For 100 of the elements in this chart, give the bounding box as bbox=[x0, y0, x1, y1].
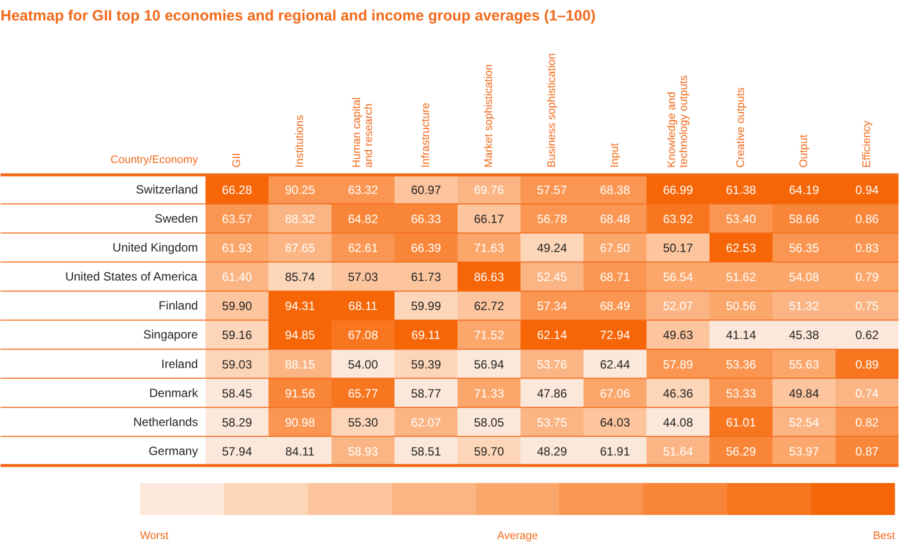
data-label: 69.11 bbox=[411, 328, 441, 342]
y-tick-label: Sweden bbox=[154, 211, 198, 226]
data-label: 59.39 bbox=[410, 357, 442, 372]
data-label: 71.63 bbox=[474, 240, 504, 255]
data-label: 56.29 bbox=[726, 444, 756, 458]
data-label: 66.33 bbox=[410, 212, 442, 226]
data-label: 68.49 bbox=[600, 299, 630, 314]
data-label: 53.33 bbox=[726, 386, 756, 400]
text: Average bbox=[496, 529, 539, 544]
data-label: 58.93 bbox=[348, 444, 378, 458]
data-label: 49.84 bbox=[788, 386, 820, 400]
data-label: 0.87 bbox=[855, 444, 880, 458]
data-label: 51.32 bbox=[788, 299, 820, 314]
data-label: 68.38 bbox=[600, 182, 630, 197]
data-label: 59.70 bbox=[474, 444, 504, 458]
data-label: 59.03 bbox=[222, 357, 252, 372]
data-label: 61.01 bbox=[726, 415, 756, 430]
data-label: 0.79 bbox=[855, 270, 880, 284]
data-label: 67.08 bbox=[348, 328, 378, 342]
data-label: 0.83 bbox=[855, 240, 880, 255]
data-label: 90.25 bbox=[284, 182, 316, 197]
data-label: 57.03 bbox=[348, 270, 378, 284]
data-label: 72.94 bbox=[600, 328, 630, 342]
data-label: 49.24 bbox=[536, 240, 568, 255]
data-label: 58.77 bbox=[410, 386, 442, 400]
data-label: 62.61 bbox=[348, 240, 378, 255]
data-label: 60.97 bbox=[410, 182, 442, 197]
x-tick-label: Business sophistication bbox=[546, 53, 558, 168]
data-label: 55.63 bbox=[788, 357, 820, 372]
data-label: 55.30 bbox=[348, 415, 378, 430]
data-label: 62.07 bbox=[410, 415, 442, 430]
data-label: 64.03 bbox=[600, 415, 630, 430]
data-label: 65.77 bbox=[348, 386, 378, 400]
x-tick-label: Knowledge and technology outputs bbox=[666, 74, 690, 168]
data-label: 64.82 bbox=[348, 212, 378, 226]
data-label: 0.89 bbox=[855, 357, 880, 372]
data-label: 50.17 bbox=[662, 240, 694, 255]
data-label: 56.78 bbox=[536, 212, 568, 226]
data-label: 88.32 bbox=[284, 212, 316, 226]
data-label: 57.34 bbox=[536, 299, 568, 314]
data-label: 66.28 bbox=[222, 182, 252, 197]
data-label: 53.75 bbox=[536, 415, 568, 430]
x-tick-label: Efficiency bbox=[861, 120, 873, 168]
data-label: 58.51 bbox=[410, 444, 442, 458]
data-label: 59.99 bbox=[410, 299, 442, 314]
data-label: 0.62 bbox=[855, 328, 880, 342]
data-label: 50.56 bbox=[726, 299, 756, 314]
data-label: 61.91 bbox=[600, 444, 630, 458]
data-label: 58.45 bbox=[222, 386, 252, 400]
y-axis-title: Country/Economy bbox=[110, 154, 198, 166]
data-label: 46.36 bbox=[662, 386, 694, 400]
y-tick-label: Singapore bbox=[143, 328, 198, 342]
data-label: 66.99 bbox=[662, 182, 694, 197]
data-label: 69.76 bbox=[474, 182, 504, 197]
data-label: 45.38 bbox=[788, 328, 820, 342]
data-label: 71.33 bbox=[474, 386, 504, 400]
data-label: 68.48 bbox=[600, 212, 630, 226]
x-tick-label: Input bbox=[609, 143, 621, 168]
y-tick-label: Denmark bbox=[149, 386, 199, 400]
data-label: 54.08 bbox=[788, 270, 820, 284]
y-tick-label: Finland bbox=[158, 298, 198, 313]
data-label: 62.53 bbox=[726, 240, 756, 255]
data-label: 51.62 bbox=[726, 270, 756, 284]
data-label: 64.19 bbox=[788, 182, 820, 197]
data-label: 84.11 bbox=[285, 444, 315, 458]
data-label: 67.50 bbox=[600, 240, 630, 255]
data-label: 63.92 bbox=[662, 212, 694, 226]
data-label: 66.17 bbox=[474, 212, 504, 226]
data-label: 0.75 bbox=[855, 299, 880, 314]
data-label: 0.82 bbox=[855, 415, 880, 430]
data-label: 58.29 bbox=[222, 415, 252, 430]
data-label: 53.36 bbox=[726, 357, 756, 372]
data-label: 86.63 bbox=[474, 270, 504, 284]
y-tick-label: Switzerland bbox=[136, 182, 198, 196]
y-tick-label: Netherlands bbox=[133, 414, 198, 429]
x-tick-label: Creative outputs bbox=[735, 86, 747, 168]
data-label: 57.94 bbox=[222, 444, 252, 458]
data-label: 61.38 bbox=[726, 182, 756, 197]
data-label: 44.08 bbox=[662, 415, 694, 430]
data-label: 59.16 bbox=[222, 328, 252, 342]
data-label: 94.31 bbox=[284, 299, 316, 314]
x-tick-label: Human capital and research bbox=[351, 97, 375, 168]
data-label: 90.98 bbox=[284, 415, 316, 430]
text: Worst bbox=[140, 529, 170, 544]
text: Best bbox=[872, 529, 896, 544]
data-label: 63.32 bbox=[348, 182, 378, 197]
data-label: 57.89 bbox=[662, 357, 694, 372]
y-tick-label: United States of America bbox=[65, 270, 198, 284]
data-label: 67.06 bbox=[600, 386, 630, 400]
data-label: 54.00 bbox=[348, 357, 378, 372]
data-label: 62.44 bbox=[600, 357, 630, 372]
data-label: 91.56 bbox=[284, 386, 316, 400]
y-tick-label: United Kingdom bbox=[112, 240, 198, 254]
data-label: 52.54 bbox=[788, 415, 820, 430]
data-label: 88.15 bbox=[284, 357, 316, 372]
y-tick-label: Ireland bbox=[161, 356, 198, 371]
data-label: 53.97 bbox=[788, 444, 820, 458]
x-tick-label: Institutions bbox=[294, 114, 306, 168]
data-label: 56.94 bbox=[474, 357, 504, 372]
data-label: 41.14 bbox=[726, 328, 756, 342]
